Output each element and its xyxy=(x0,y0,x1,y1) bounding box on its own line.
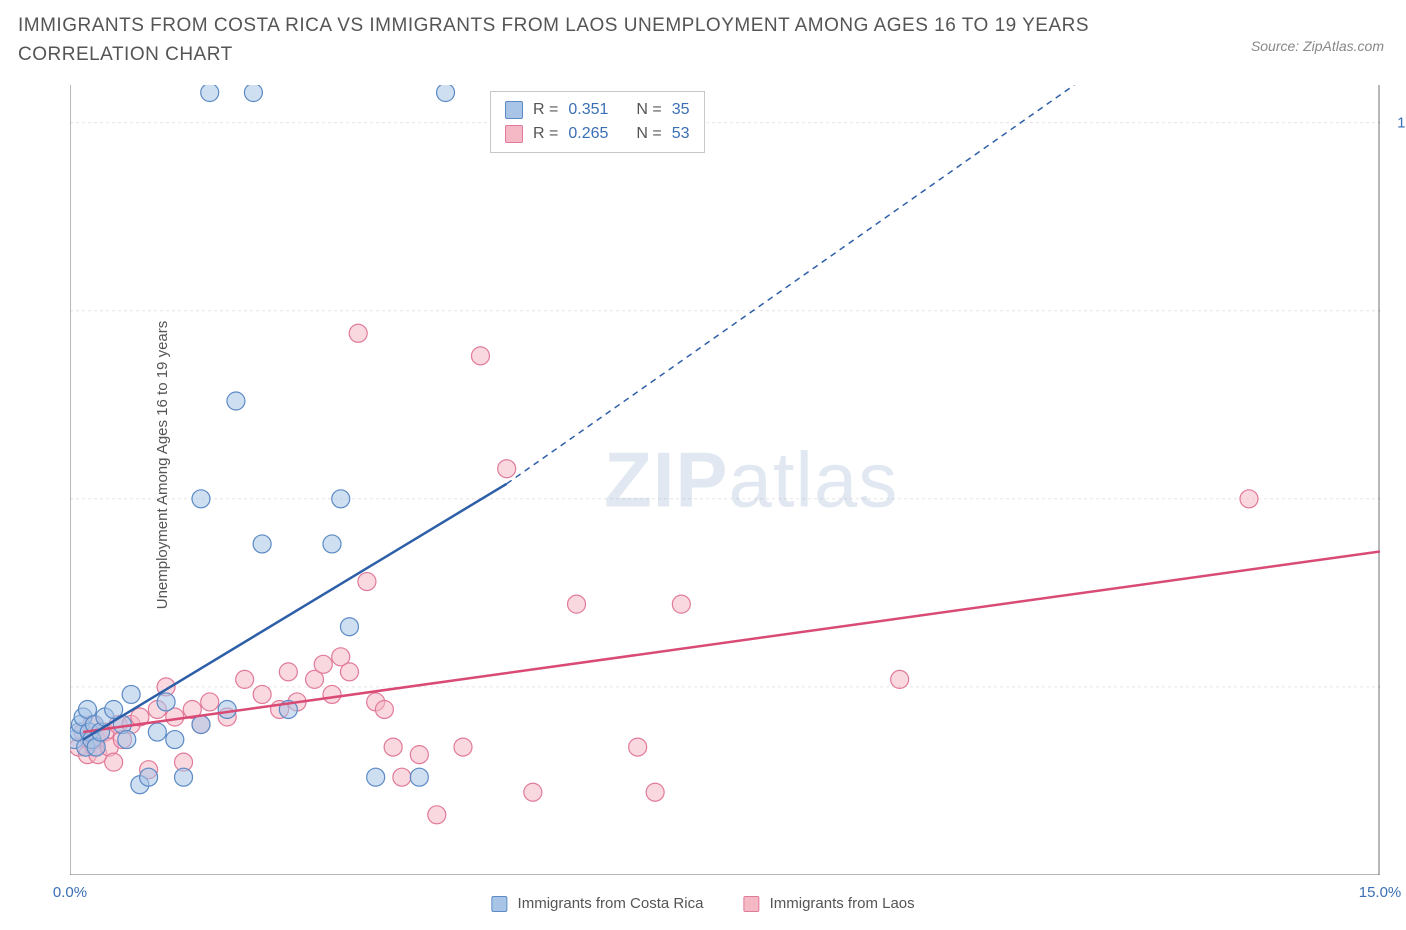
bottom-legend: Immigrants from Costa Rica Immigrants fr… xyxy=(491,895,914,912)
stats-row-costa-rica: R = 0.351 N = 35 xyxy=(505,98,690,122)
swatch-costa-rica xyxy=(505,101,523,119)
chart-plot-area: ZIPatlas R = 0.351 N = 35 R = 0.265 N = … xyxy=(70,85,1380,875)
source-citation: Source: ZipAtlas.com xyxy=(1251,38,1384,54)
swatch-laos xyxy=(505,125,523,143)
x-tick-label: 15.0% xyxy=(1359,884,1402,901)
legend-item-laos: Immigrants from Laos xyxy=(743,895,914,912)
chart-title: IMMIGRANTS FROM COSTA RICA VS IMMIGRANTS… xyxy=(18,12,1206,69)
stats-row-laos: R = 0.265 N = 53 xyxy=(505,122,690,146)
stats-legend-box: R = 0.351 N = 35 R = 0.265 N = 53 xyxy=(490,91,705,153)
legend-item-costa-rica: Immigrants from Costa Rica xyxy=(491,895,703,912)
swatch-laos-icon xyxy=(743,896,759,912)
scatter-svg xyxy=(70,85,1380,875)
y-tick-label: 100.0% xyxy=(1397,114,1406,131)
x-tick-label: 0.0% xyxy=(53,884,87,901)
swatch-costa-rica-icon xyxy=(491,896,507,912)
